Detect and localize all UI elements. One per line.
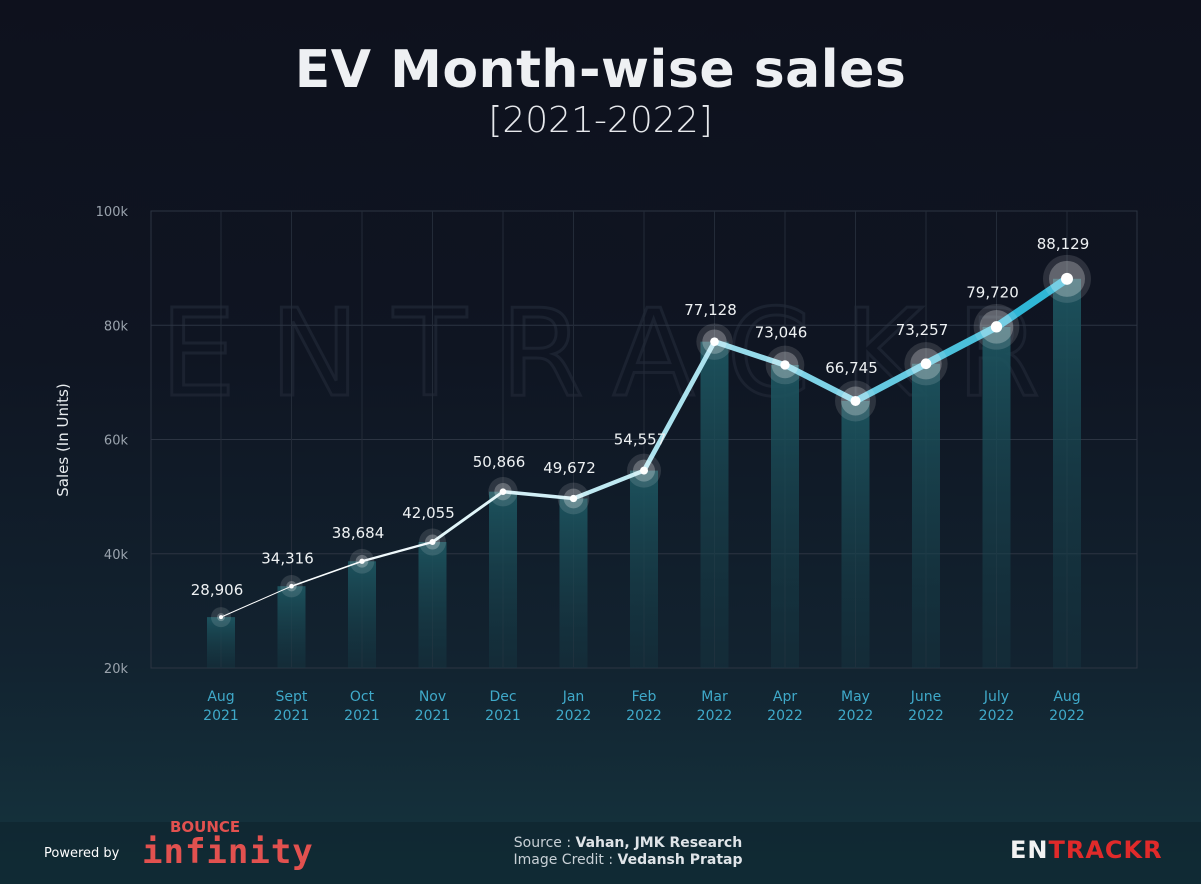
bar [348,561,376,668]
data-label: 34,316 [261,550,314,568]
line-segment [290,560,363,588]
data-label: 54,557 [614,431,667,449]
bar [630,470,658,668]
data-label: 38,684 [332,524,385,542]
x-tick-label: 2021 [415,708,451,724]
line-segment [431,490,505,544]
data-point [920,358,932,370]
line-segment [781,361,859,405]
y-tick-label: 100k [96,205,129,220]
data-point [219,615,223,620]
x-tick-label: May [841,689,870,705]
line-segment [922,323,1001,368]
chart-subtitle: [2021-2022] [488,100,713,141]
x-tick-label: Jan [562,689,585,705]
data-label: 42,055 [402,504,455,522]
x-tick-label: 2022 [697,708,733,724]
x-tick-label: Apr [773,689,797,705]
x-tick-label: Aug [1053,689,1080,705]
line-segment [360,540,434,563]
line-segment [852,360,930,405]
data-point [850,395,861,406]
data-label: 79,720 [966,284,1019,302]
brand-logo-a: EN [1010,836,1049,864]
data-label: 73,257 [896,321,949,339]
bar [771,364,799,668]
y-tick-label: 80k [104,319,129,334]
credit-label: Image Credit : [513,852,618,868]
x-tick-label: Aug [207,689,234,705]
data-label: 73,046 [755,324,808,342]
data-label: 66,745 [825,359,878,377]
data-point [780,360,790,370]
x-tick-label: Mar [701,689,728,705]
x-tick-label: 2022 [1049,708,1085,724]
data-point [499,488,507,496]
chart-title: EV Month-wise sales [294,40,907,100]
x-tick-label: Dec [489,689,516,705]
brand-logo-b: TRACKR [1048,836,1163,864]
x-tick-label: 2022 [626,708,662,724]
x-tick-label: 2022 [767,708,803,724]
source-label: Source : [513,835,576,851]
bar [207,617,235,668]
x-tick-label: June [910,689,942,705]
line-segment [641,339,717,474]
source-value: Vahan, JMK Research [575,835,743,851]
x-tick-label: 2022 [838,708,874,724]
x-tick-label: Sept [276,689,308,705]
data-label: 50,866 [473,453,526,471]
bar [559,498,588,668]
x-tick-label: 2022 [908,708,944,724]
line-segment [992,274,1071,331]
x-tick-label: 2021 [274,708,310,724]
x-tick-label: 2021 [203,708,239,724]
data-label: 77,128 [684,301,737,319]
data-point [359,558,365,564]
data-point [1061,272,1073,285]
y-tick-label: 20k [104,662,129,677]
y-tick-label: 40k [104,548,129,563]
brand-logo: ENTRACKR [1010,836,1163,864]
data-point [289,583,294,589]
bar [982,326,1011,668]
line-segment [220,585,292,618]
data-point [710,337,719,346]
sponsor-logo-top: BOUNCE [170,818,241,836]
data-point [429,539,436,546]
bar [277,586,306,668]
x-tick-label: 2021 [344,708,380,724]
bar [489,491,517,668]
x-tick-label: July [983,689,1009,705]
y-axis-label: Sales (In Units) [54,383,72,496]
line-segment [571,468,647,501]
credit-value: Vedansh Pratap [617,852,743,868]
x-tick-label: 2021 [485,708,521,724]
x-tick-label: Feb [632,689,657,705]
x-tick-label: 2022 [556,708,592,724]
data-label: 28,906 [191,581,244,599]
data-point [569,494,578,503]
powered-by-label: Powered by [44,846,120,861]
data-point [990,321,1003,333]
line-segment [501,489,576,501]
x-tick-label: Oct [350,689,375,705]
x-tick-label: Nov [419,689,446,705]
x-tick-label: 2022 [979,708,1015,724]
bar [1053,278,1081,668]
bar [700,341,729,668]
line-segment [711,338,788,368]
data-point [640,466,648,475]
sponsor-logo: infinity [142,832,314,872]
bar [912,363,940,668]
footer [0,822,1201,884]
y-tick-label: 60k [104,434,129,449]
source-line: Source : Vahan, JMK Research [0,835,1201,851]
credit-line: Image Credit : Vedansh Pratap [0,852,1201,868]
bar [841,400,870,668]
data-label: 49,672 [543,459,596,477]
data-label: 88,129 [1037,235,1090,253]
bar [418,542,447,668]
